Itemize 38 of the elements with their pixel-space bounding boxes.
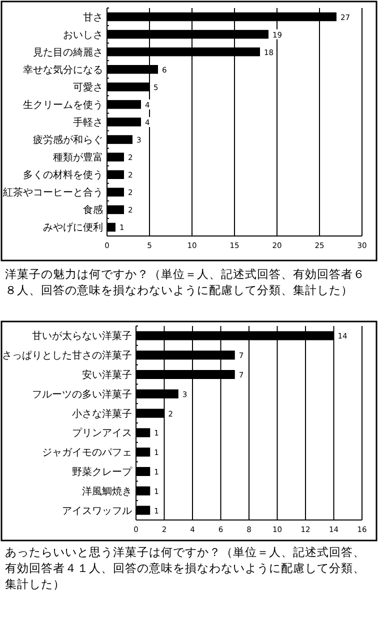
y-tick-label: 手軽さ [73, 116, 103, 128]
y-tick-label: さっぱりとした甘さの洋菓子 [2, 350, 132, 362]
bar [107, 135, 132, 144]
y-tick-label: 紅茶やコーヒーと合う [3, 186, 103, 199]
y-tick-label: ジャガイモのパフェ [42, 448, 132, 459]
bar [107, 170, 124, 179]
y-tick-label: 野菜クレープ [72, 466, 133, 478]
bar [107, 222, 116, 232]
y-tick-label: 食感 [83, 204, 103, 216]
text: 洋菓子の魅力は何ですか？（単位＝人、記述式回答、有効回答者６８人、回答の意味を損なわないように配慮して分類、集計した） [5, 266, 366, 299]
text: あったらいいと思う洋菓子は何ですか？（単位＝人、記述式回答、有効回答者４１人、回答の意味を損なわないように配慮して分類、集計した） [5, 544, 366, 593]
bar [136, 506, 150, 515]
y-tick-label: 種類が豊富 [53, 152, 103, 164]
bar [136, 486, 150, 496]
bar [136, 428, 150, 438]
y-tick-label: 小さな洋菓子 [72, 408, 132, 420]
y-tick-label: 幸せな気分になる [23, 64, 103, 76]
y-tick-label: 見た目の綺麗さ [33, 46, 103, 58]
y-tick-label: 可愛さ [73, 81, 103, 94]
y-tick-label: 洋風鯛焼き [82, 485, 132, 498]
y-tick-label: 多くの材料を使う [23, 169, 103, 182]
bar [107, 118, 141, 126]
bar [136, 448, 150, 457]
y-tick-label: おいしさ [63, 30, 103, 41]
bar [107, 205, 124, 214]
y-tick-label: 甘さ [83, 11, 103, 24]
y-tick-label: アイスワッフル [62, 506, 132, 517]
y-tick-label: 疲労感が和らぐ [33, 134, 103, 146]
y-tick-label: 生クリームを使う [23, 98, 103, 111]
bar [107, 152, 124, 162]
bar [107, 100, 141, 109]
y-tick-label: プリンアイス [72, 427, 132, 440]
y-tick-label: みやげに便利 [43, 222, 103, 234]
bar [107, 188, 124, 197]
bar [136, 467, 150, 476]
y-tick-label: 安い洋菓子 [82, 369, 132, 381]
y-tick-label: フルーツの多い洋菓子 [32, 388, 132, 400]
y-tick-label: 甘いが太らない洋菓子 [32, 330, 132, 342]
